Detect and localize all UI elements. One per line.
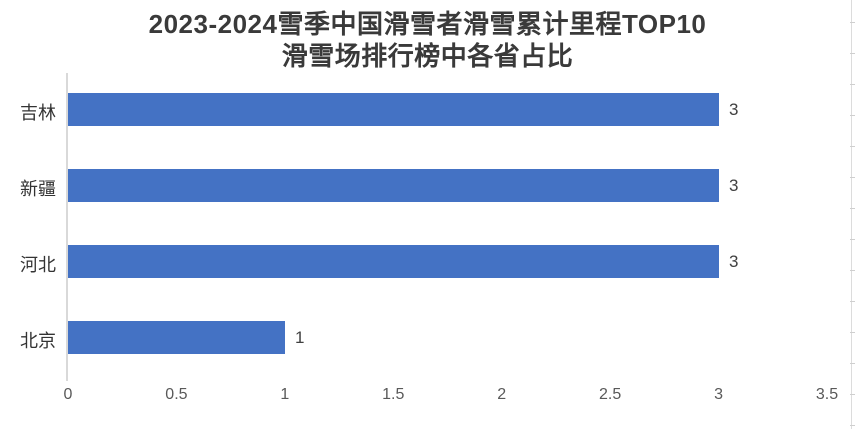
bar-value-label: 3 xyxy=(729,99,739,119)
sheet-row-gridline xyxy=(850,239,855,240)
x-tick-label: 3.5 xyxy=(815,386,839,403)
x-tick-label: 1 xyxy=(280,386,290,403)
x-tick-label: 2.5 xyxy=(599,386,622,403)
sheet-row-gridline xyxy=(850,177,855,178)
x-tick-label: 0 xyxy=(63,386,73,403)
category-label: 吉林 xyxy=(20,102,56,123)
bar-value-label: 1 xyxy=(295,327,305,347)
bar xyxy=(68,93,719,126)
chart-title: 2023-2024雪季中国滑雪者滑雪累计里程TOP10 滑雪场排行榜中各省占比 xyxy=(0,8,855,72)
sheet-row-gridline xyxy=(850,270,855,271)
sheet-row-gridline xyxy=(850,301,855,302)
sheet-row-gridline xyxy=(850,146,855,147)
bar xyxy=(68,321,285,354)
chart-title-line1: 2023-2024雪季中国滑雪者滑雪累计里程TOP10 xyxy=(148,9,707,39)
sheet-row-gridline xyxy=(850,332,855,333)
sheet-row-gridline xyxy=(850,208,855,209)
bar-value-label: 3 xyxy=(729,175,739,195)
sheet-row-gridline xyxy=(850,53,855,54)
category-axis-line xyxy=(66,73,68,381)
sheet-row-gridline xyxy=(850,115,855,116)
sheet-row-gridline xyxy=(850,394,855,395)
category-label: 新疆 xyxy=(20,178,56,199)
sheet-row-gridline xyxy=(850,425,855,426)
x-tick-label: 3 xyxy=(714,386,724,403)
bar xyxy=(68,245,719,278)
bar xyxy=(68,169,719,202)
sheet-row-gridline xyxy=(850,363,855,364)
x-tick-label: 2 xyxy=(497,386,507,403)
x-tick-label: 1.5 xyxy=(382,386,405,403)
sheet-row-gridline xyxy=(850,22,855,23)
sheet-edge-line xyxy=(851,0,852,429)
category-label: 北京 xyxy=(20,330,56,351)
category-label: 河北 xyxy=(20,254,56,275)
chart-title-line2: 滑雪场排行榜中各省占比 xyxy=(281,41,574,71)
sheet-row-gridline xyxy=(850,84,855,85)
x-tick-label: 0.5 xyxy=(165,386,188,403)
bar-value-label: 3 xyxy=(729,251,739,271)
